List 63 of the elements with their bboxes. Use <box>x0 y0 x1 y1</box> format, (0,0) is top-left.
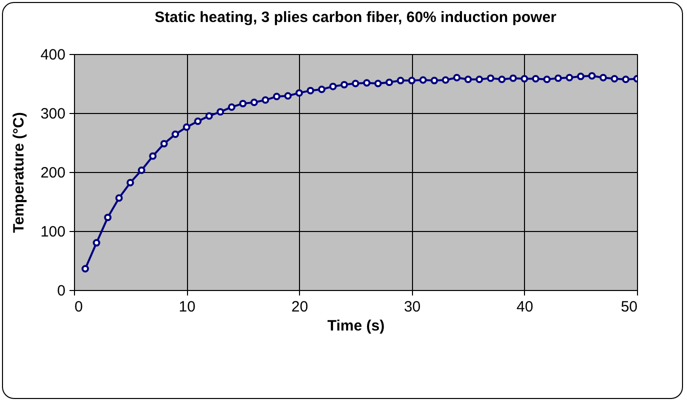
point <box>216 108 224 116</box>
point <box>576 72 584 80</box>
point <box>340 80 348 88</box>
point <box>374 80 382 88</box>
y-tick-label: 300 <box>40 106 66 122</box>
point <box>228 103 236 111</box>
x-tick-label: 50 <box>620 298 638 316</box>
x-tick-label: 10 <box>178 298 196 316</box>
x-tick-label: 0 <box>74 298 83 316</box>
point <box>464 76 472 84</box>
point <box>82 265 89 272</box>
point <box>430 76 438 84</box>
point <box>442 76 450 84</box>
point <box>498 76 506 84</box>
point <box>396 76 404 84</box>
point <box>250 98 258 106</box>
point <box>554 74 562 82</box>
point <box>138 166 146 174</box>
point <box>476 76 484 84</box>
y-axis-title: Temperature (°C) <box>10 112 28 233</box>
point <box>149 152 157 160</box>
point <box>610 75 618 83</box>
point <box>599 74 607 82</box>
point <box>363 79 370 87</box>
point <box>520 75 528 83</box>
point <box>205 112 213 120</box>
point <box>239 100 247 108</box>
point <box>318 86 326 94</box>
y-tick-label: 100 <box>40 224 66 240</box>
x-tick-label: 40 <box>516 298 534 316</box>
y-tick-label: 400 <box>40 46 66 64</box>
point <box>352 80 360 88</box>
x-axis-title: Time (s) <box>327 318 385 334</box>
point <box>262 96 270 104</box>
point <box>295 89 303 97</box>
point <box>92 239 100 247</box>
x-tick-label: 30 <box>404 298 421 316</box>
point <box>419 76 427 84</box>
y-tick-label: 200 <box>40 164 66 182</box>
point <box>509 74 517 82</box>
point <box>543 76 551 84</box>
point <box>408 76 416 84</box>
point <box>386 78 394 86</box>
y-tick-label: 0 <box>57 282 66 300</box>
point <box>194 118 202 125</box>
point <box>104 214 112 222</box>
point <box>486 74 494 82</box>
point <box>272 92 280 100</box>
point <box>306 86 314 94</box>
point <box>115 194 123 202</box>
point <box>566 74 574 82</box>
point <box>622 76 630 84</box>
point <box>329 82 337 90</box>
point <box>160 140 168 148</box>
point <box>453 74 461 82</box>
point <box>126 178 134 186</box>
chart-title: Static heating, 3 plies carbon fiber, 60% induction power <box>154 9 557 26</box>
x-tick-label: 20 <box>291 298 308 316</box>
point <box>532 75 540 83</box>
point <box>172 130 180 138</box>
point <box>588 72 596 80</box>
point <box>182 123 190 131</box>
point <box>284 92 292 100</box>
